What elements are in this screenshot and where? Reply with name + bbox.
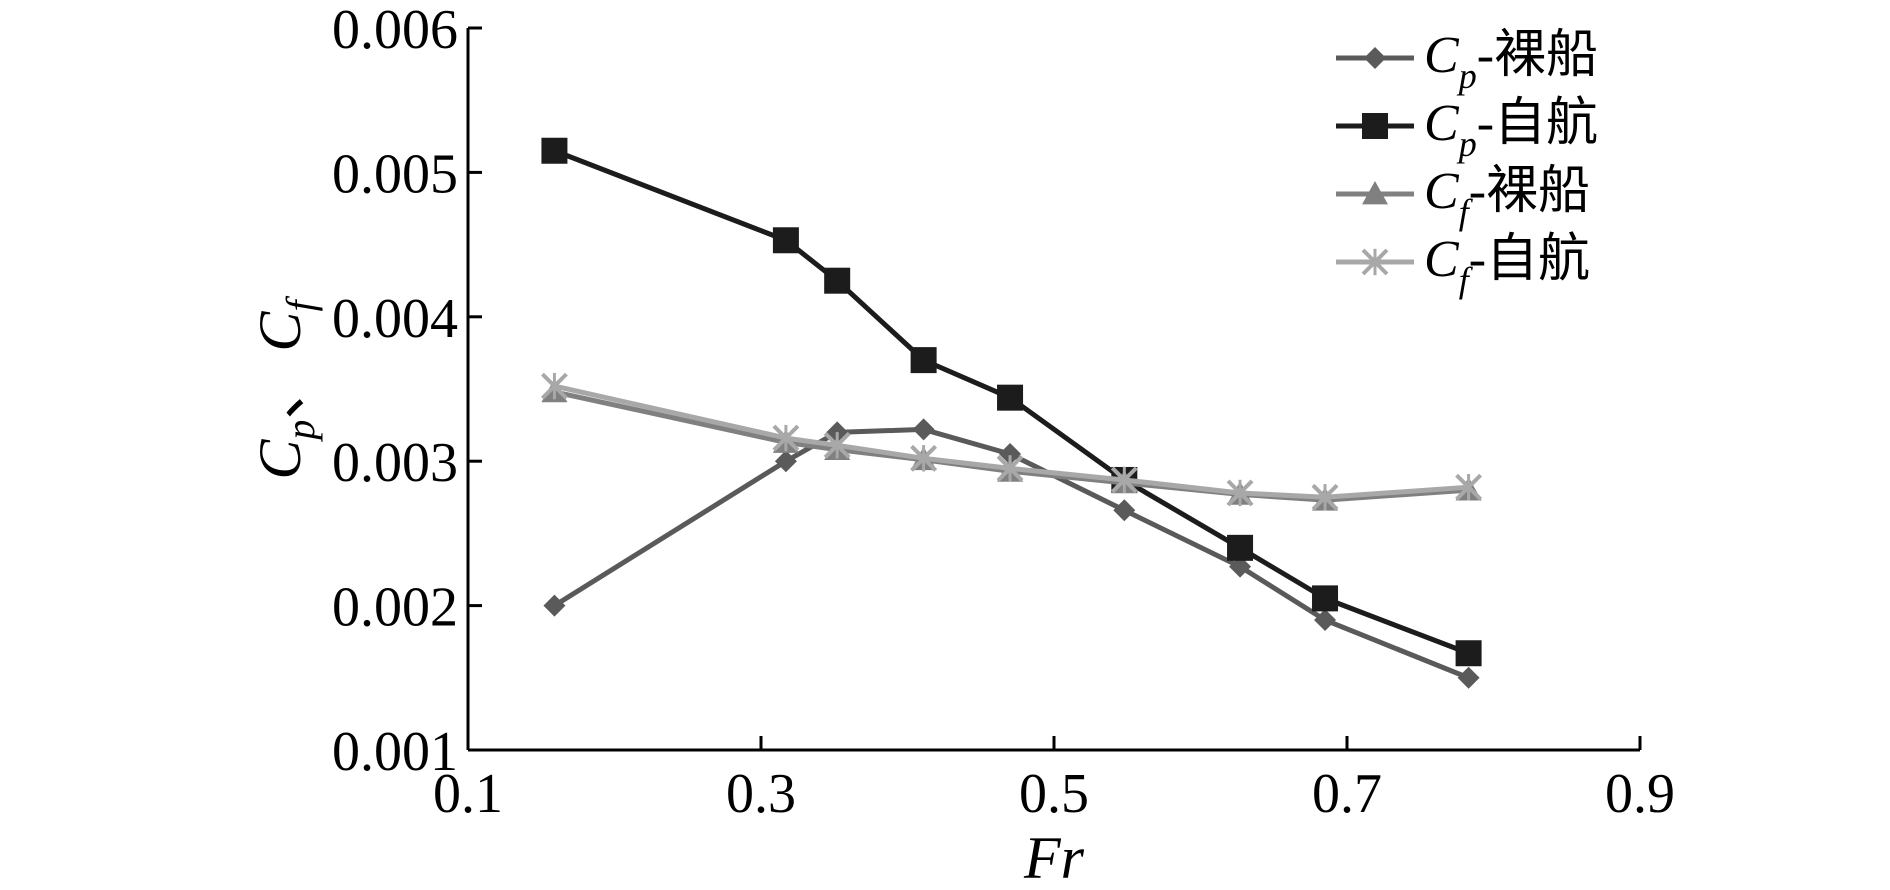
data-point-diamond (1113, 499, 1136, 522)
y-tick-label: 0.004 (332, 288, 458, 350)
data-point-square (541, 137, 568, 164)
x-tick-label: 0.9 (1605, 763, 1675, 825)
data-point-square (1455, 640, 1482, 667)
data-point-diamond (912, 418, 935, 441)
x-tick-label: 0.1 (433, 763, 503, 825)
series-1 (543, 418, 1480, 689)
data-point-x (823, 431, 851, 459)
data-point-x (541, 372, 568, 400)
legend-label: Cf-自航 (1424, 231, 1590, 300)
series-2 (541, 137, 1482, 667)
y-axis-title-sub-2: f (278, 296, 323, 312)
data-point-diamond (1314, 609, 1337, 632)
data-point-x (1311, 483, 1339, 511)
data-point-square (1227, 534, 1254, 561)
y-tick-label: 0.005 (332, 143, 458, 205)
x-tick-label: 0.7 (1312, 763, 1382, 825)
y-tick-label: 0.002 (332, 577, 458, 639)
data-point-x (1110, 466, 1138, 494)
data-point-square (1362, 113, 1388, 139)
data-point-x (1361, 248, 1389, 276)
data-point-x (1226, 479, 1254, 507)
data-point-diamond (1229, 555, 1252, 578)
x-axis-title: Fr (1023, 825, 1085, 890)
svg-text:Cp、Cf: Cp、 Cf (247, 296, 323, 480)
data-point-x (1455, 473, 1483, 501)
data-point-square (910, 347, 937, 374)
legend-item: Cp-自航 (1336, 95, 1598, 164)
y-tick-label: 0.006 (332, 0, 458, 61)
data-point-square (824, 267, 851, 294)
data-point-square (772, 227, 799, 254)
data-point-diamond (774, 450, 797, 473)
x-ticks: 0.1 0.3 0.5 0.7 0.9 (433, 736, 1675, 825)
series-4 (541, 372, 1483, 511)
y-axis-title-sub-1: p (278, 420, 323, 443)
data-point-x (772, 424, 800, 452)
data-point-diamond (1457, 666, 1480, 689)
data-point-diamond (543, 594, 566, 617)
data-point-diamond (1364, 47, 1386, 69)
data-point-square (997, 384, 1024, 411)
legend-item: Cf-裸船 (1336, 163, 1590, 232)
legend-label: Cp-自航 (1424, 95, 1598, 164)
legend-label: Cp-裸船 (1424, 27, 1598, 96)
y-axis-title-separator: 、 (247, 360, 313, 420)
x-tick-label: 0.5 (1019, 763, 1089, 825)
y-ticks: 0.001 0.002 0.003 0.004 0.005 0.006 (332, 0, 482, 783)
x-tick-label: 0.3 (726, 763, 796, 825)
legend-item: Cf-自航 (1336, 231, 1590, 300)
data-point-diamond (999, 442, 1022, 465)
y-axis-title: Cp、 Cf (247, 296, 323, 480)
data-point-square (1312, 585, 1339, 612)
data-point-x (996, 455, 1024, 482)
data-point-x (910, 444, 938, 472)
y-axis-title-symbol-1: C (247, 439, 313, 480)
y-tick-label: 0.003 (332, 432, 458, 494)
legend-item: Cp-裸船 (1336, 27, 1598, 96)
plot-area (541, 137, 1483, 689)
legend-label: Cf-裸船 (1424, 163, 1590, 232)
data-point-triangle (1362, 181, 1388, 205)
y-tick-label: 0.001 (332, 721, 458, 783)
y-axis-title-symbol-2: C (247, 311, 313, 352)
